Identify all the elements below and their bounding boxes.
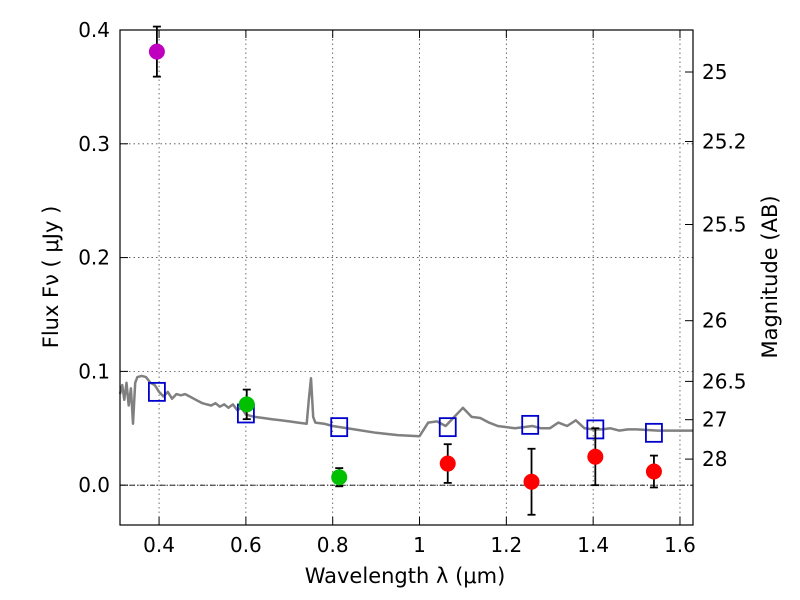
x-tick-label: 1.2 [490, 533, 522, 557]
model-box [330, 417, 349, 438]
magnitude-tick-label: 25 [702, 60, 727, 84]
tick-label-layer: 0.4 0.6 0.8 1 1.2 1.4 1.6 0.0 0.1 0.2 0.3 0.4 25 25.2… [78, 18, 746, 557]
plot-frame [119, 29, 694, 526]
observed-point-red [523, 473, 540, 490]
observed-point-magenta [148, 43, 165, 60]
magnitude-tick-label: 25.2 [702, 130, 747, 154]
y-tick-label: 0.1 [78, 359, 110, 383]
model-box [645, 422, 663, 443]
model-box [521, 414, 540, 435]
tick-layer [120, 29, 693, 525]
model-box [147, 381, 166, 402]
x-tick-label: 1.4 [577, 533, 609, 557]
model-box [438, 417, 457, 438]
y-tick-label: 0.2 [78, 246, 110, 270]
observed-point-red [587, 448, 604, 465]
x-tick-label: 1.6 [664, 533, 696, 557]
magnitude-tick-label: 26 [702, 309, 727, 333]
magnitude-tick-label: 25.5 [702, 212, 747, 236]
x-tick-label: 0.4 [143, 533, 175, 557]
grid-layer [120, 29, 693, 525]
magnitude-tick-label: 28 [702, 447, 727, 471]
magnitude-tick-label: 26.5 [702, 369, 747, 393]
x-tick-label: 1 [413, 533, 426, 557]
x-tick-label: 0.8 [317, 533, 349, 557]
observed-point-green [331, 469, 348, 486]
y-tick-label: 0.3 [78, 132, 110, 156]
model-box-layer [147, 381, 663, 443]
x-axis-label: Wavelength λ (μm) [305, 564, 506, 588]
observed-point-layer [148, 43, 662, 490]
y-tick-label: 0.0 [78, 473, 110, 497]
y-axis-label: Flux Fν ( μJy ) [39, 206, 63, 349]
observed-point-red [439, 455, 456, 472]
observed-point-red [645, 463, 662, 480]
errorbar-layer [152, 25, 658, 516]
y2-axis-label: Magnitude (AB) [758, 195, 782, 358]
magnitude-tick-label: 27 [702, 408, 727, 432]
x-tick-label: 0.6 [230, 533, 262, 557]
sed-curve [118, 374, 693, 438]
observed-point-green [238, 396, 255, 413]
sed-curve-layer [118, 374, 693, 438]
y-tick-label: 0.4 [78, 18, 110, 42]
